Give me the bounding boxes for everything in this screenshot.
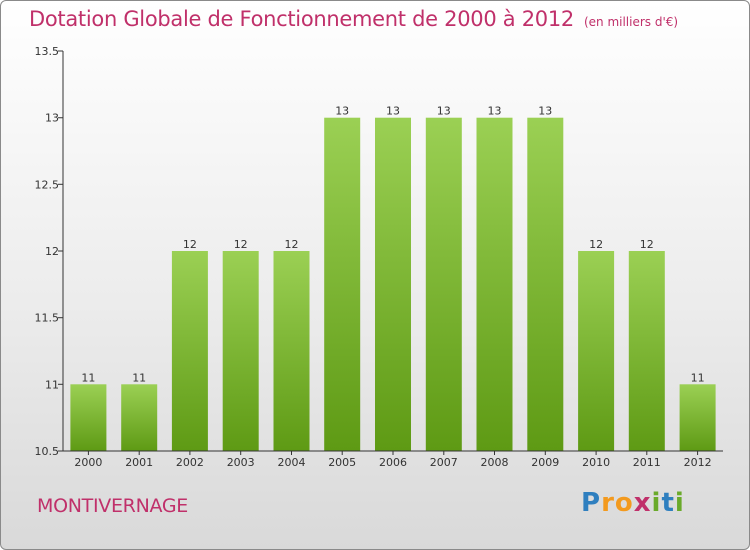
data-label-2009: 13 xyxy=(538,105,552,118)
bar-2006 xyxy=(375,117,411,451)
commune-name: MONTIVERNAGE xyxy=(37,495,188,517)
data-label-2005: 13 xyxy=(335,105,349,118)
x-tick-label-2009: 2009 xyxy=(531,456,559,469)
y-tick-label-11: 11 xyxy=(45,378,59,391)
x-tick-label-2004: 2004 xyxy=(278,456,306,469)
bar-2008 xyxy=(476,117,513,451)
x-tick-label-2000: 2000 xyxy=(74,456,102,469)
proxiti-logo: Proxiti xyxy=(581,488,685,518)
data-label-2000: 11 xyxy=(81,371,95,384)
data-label-2001: 11 xyxy=(132,371,146,384)
bar-2001 xyxy=(121,384,158,451)
data-label-2008: 13 xyxy=(488,105,502,118)
x-tick-label-2001: 2001 xyxy=(125,456,153,469)
x-tick-label-2006: 2006 xyxy=(379,456,407,469)
data-label-2012: 11 xyxy=(691,371,705,384)
x-tick-label-2008: 2008 xyxy=(481,456,509,469)
bar-2009 xyxy=(527,117,564,451)
logo-letter: P xyxy=(581,488,602,518)
y-tick-label-12.5: 12.5 xyxy=(35,178,60,191)
chart-subtitle: (en milliers d'€) xyxy=(583,15,679,29)
logo-letter: o xyxy=(614,488,634,518)
bar-2007 xyxy=(425,117,462,451)
x-tick-label-2005: 2005 xyxy=(328,456,356,469)
bar-2004 xyxy=(273,251,310,451)
data-label-2010: 12 xyxy=(589,238,603,251)
logo-letter: i xyxy=(651,488,662,518)
logo-letter: t xyxy=(661,488,675,518)
x-tick-label-2007: 2007 xyxy=(430,456,458,469)
data-label-2011: 12 xyxy=(640,238,654,251)
chart-title: Dotation Globale de Fonctionnement de 20… xyxy=(29,7,678,31)
x-tick-label-2012: 2012 xyxy=(684,456,712,469)
y-tick-label-13.5: 13.5 xyxy=(35,45,60,58)
bar-2012 xyxy=(679,384,716,451)
chart-title-text: Dotation Globale de Fonctionnement de 20… xyxy=(29,7,574,31)
y-tick-label-11.5: 11.5 xyxy=(35,312,60,325)
x-tick-label-2011: 2011 xyxy=(633,456,661,469)
data-label-2002: 12 xyxy=(183,238,197,251)
data-label-2003: 12 xyxy=(234,238,248,251)
logo-letter: x xyxy=(633,488,652,518)
bar-2002 xyxy=(171,251,208,451)
bar-2003 xyxy=(222,251,259,451)
x-tick-label-2002: 2002 xyxy=(176,456,204,469)
x-tick-label-2010: 2010 xyxy=(582,456,610,469)
y-tick-label-13: 13 xyxy=(45,112,59,125)
data-label-2007: 13 xyxy=(437,105,451,118)
y-tick-label-10.5: 10.5 xyxy=(35,445,60,458)
data-label-2006: 13 xyxy=(386,105,400,118)
data-label-2004: 12 xyxy=(285,238,299,251)
logo-letter: i xyxy=(674,488,685,518)
bar-2000 xyxy=(70,384,107,451)
x-tick-label-2003: 2003 xyxy=(227,456,255,469)
bar-2011 xyxy=(628,251,665,451)
bar-2010 xyxy=(578,251,615,451)
bar-2005 xyxy=(324,117,361,451)
y-tick-label-12: 12 xyxy=(45,245,59,258)
logo-letter: r xyxy=(601,488,615,518)
